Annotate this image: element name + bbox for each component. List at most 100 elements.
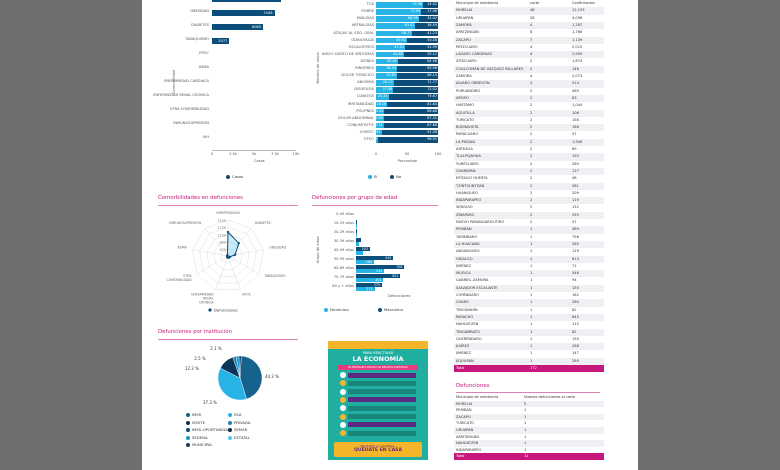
radar-axis-label: DIABETES xyxy=(255,221,271,225)
table-row: ZAMORA 4 2,073 xyxy=(454,73,604,81)
symptom-value-no: 87.31 xyxy=(427,115,437,120)
institution-legend-item: SEDENA xyxy=(186,435,208,440)
table-row: CHARO 1 260 xyxy=(454,299,604,307)
poster-item-bar xyxy=(348,397,416,403)
table-cell: 2,073 xyxy=(572,74,583,78)
table-row: ÁLVARO OBREGÓN 3 514 xyxy=(454,80,604,88)
table-cell: 2 xyxy=(530,154,533,159)
age-bar-femenino xyxy=(356,233,357,237)
symptom-label: TOS xyxy=(366,2,374,7)
radar-tick: 2150 xyxy=(217,219,226,223)
table-cell: 127 xyxy=(572,168,579,173)
table-cell: 514 xyxy=(572,81,579,86)
table-row: INDAPARAPEO 1 xyxy=(454,446,604,454)
legend-label: Sí xyxy=(374,174,378,179)
age-bar-femenino: 401 xyxy=(356,278,384,282)
comorbidity-legend: Casos xyxy=(226,174,243,179)
age-label: 0-09 años xyxy=(336,212,354,216)
symptom-label: ODINOFAGIA xyxy=(351,37,374,42)
table-cell: 1 xyxy=(530,278,533,283)
symptom-value-si: 35.04 xyxy=(387,58,397,63)
radar-axis-label: ENFERMEDAD xyxy=(191,292,214,296)
age-value-m: 545 xyxy=(385,256,392,260)
table-cell: LA HUACANA xyxy=(456,241,480,246)
pie-slice xyxy=(239,355,263,400)
symptom-value-no: 91.08 xyxy=(427,129,437,134)
table-cell: 1 xyxy=(524,428,527,432)
table-cell: 1,766 xyxy=(572,30,583,35)
table-cell: 289 xyxy=(572,358,579,363)
symptom-bar-si: 58.77 xyxy=(376,30,413,37)
symptom-value-no: 72.02 xyxy=(427,87,437,92)
comorbidity-label: EPOC xyxy=(199,51,209,55)
radar-legend-label: Defunciones xyxy=(214,308,238,313)
table-row: PERIBÁN 1 389 xyxy=(454,226,604,234)
table-total-value: 172 xyxy=(530,366,537,370)
symptom-value-no: 50.08 xyxy=(427,37,437,42)
table-cell: 209 xyxy=(572,190,579,195)
table-cell: 281 xyxy=(572,183,579,188)
table-cell: TARÍMBARO xyxy=(456,234,478,239)
table-cell: URUAPAN xyxy=(456,428,474,432)
symptom-value-si: 12.69 xyxy=(373,115,383,120)
symptom-value-si: 34.04 xyxy=(386,66,397,70)
age-bar-femenino: 271 xyxy=(356,287,375,291)
comorbidity-bar: 7446 xyxy=(212,10,275,16)
table-cell: 1 xyxy=(530,256,533,261)
symptom-bar-no: 36.59 xyxy=(415,23,438,29)
radar-axis xyxy=(227,255,241,290)
table-cell: ZINAPARO xyxy=(456,212,475,217)
table-cell: ARTEAGA xyxy=(456,147,473,151)
table-cell: COPÁNDARO xyxy=(456,293,479,297)
table-header-row: Municipio de residencia corte Confirmados xyxy=(454,0,604,7)
age-label: 40-49 años xyxy=(333,248,354,252)
table-cell: 48 xyxy=(530,8,535,13)
table-row: INDAPARAPEO 2 119 xyxy=(454,197,604,205)
poster-item-icon xyxy=(340,430,346,437)
comorbidity-tick: 2.5k xyxy=(229,152,237,156)
table-cell: 4 xyxy=(530,44,533,49)
symptom-value-si: 63.41 xyxy=(404,23,415,28)
table-cell: 146 xyxy=(572,66,579,71)
poster-item-icon xyxy=(340,380,346,387)
symptom-bar-no: 52.99 xyxy=(405,44,438,51)
table-cell: 1 xyxy=(530,300,533,305)
newdef-section-title: Defunciones xyxy=(456,383,490,389)
radar-axis-label: COMORBILIDAD xyxy=(167,278,193,282)
symptom-tick: 50 xyxy=(404,152,410,156)
radar-chart: 215017201290860430HIPERTENSIÓNDIABETESOB… xyxy=(167,210,287,313)
table-cell: HUETAMO xyxy=(456,103,474,108)
table-row: SALVADOR ESCALANTE 1 155 xyxy=(454,284,604,292)
age-bar-femenino xyxy=(356,242,359,246)
radar-series xyxy=(226,230,240,259)
symptom-bar-si: 49.92 xyxy=(376,37,407,44)
pie-slice xyxy=(217,367,247,401)
table-cell: CHARAPAN xyxy=(456,168,476,173)
radar-grid-ring xyxy=(206,234,250,277)
table-cell: PURUÁNDIRO xyxy=(456,88,481,93)
symptom-value-si: 13.32 xyxy=(373,108,384,113)
poster-item-bar xyxy=(348,422,416,428)
table-cell: 155 xyxy=(572,285,579,290)
table-row: PURUÁNDIRO 2 469 xyxy=(454,87,604,95)
table-row: JUÁREZ 1 268 xyxy=(454,343,604,351)
symptom-label: INICIO SÚBITO DE SÍNTOMAS xyxy=(321,51,374,56)
table-cell: PARÁCUARO xyxy=(456,132,479,137)
table-cell: ZACAPU xyxy=(456,37,471,42)
symptom-bar-si: 72.94 xyxy=(376,9,422,15)
legend-label: Femenino xyxy=(330,307,349,312)
institution-pie-chart: 44.2 % 37.3 % 12.2 % 2.5 % 2.1 % xyxy=(185,346,279,405)
table-cell: MORELIA xyxy=(456,401,473,406)
comorbidity-value: 8169 xyxy=(269,0,278,2)
symptom-bar-no: 64.96 xyxy=(397,58,438,65)
table-cell: TLALPUJAHUA xyxy=(456,154,481,159)
table-cell: ZACAPU xyxy=(456,414,471,419)
table-cell: APATZINGÁN xyxy=(456,434,479,439)
age-bar-femenino: 260 xyxy=(356,260,374,264)
poster-item-icon xyxy=(340,396,346,403)
radar-axis xyxy=(196,255,229,275)
table-cell: 2 xyxy=(530,110,533,115)
symptom-value-si: 27.98 xyxy=(382,87,393,92)
symptom-bar-no: 31.02 xyxy=(418,16,438,22)
symptom-label: POLIPNEA xyxy=(356,108,374,113)
